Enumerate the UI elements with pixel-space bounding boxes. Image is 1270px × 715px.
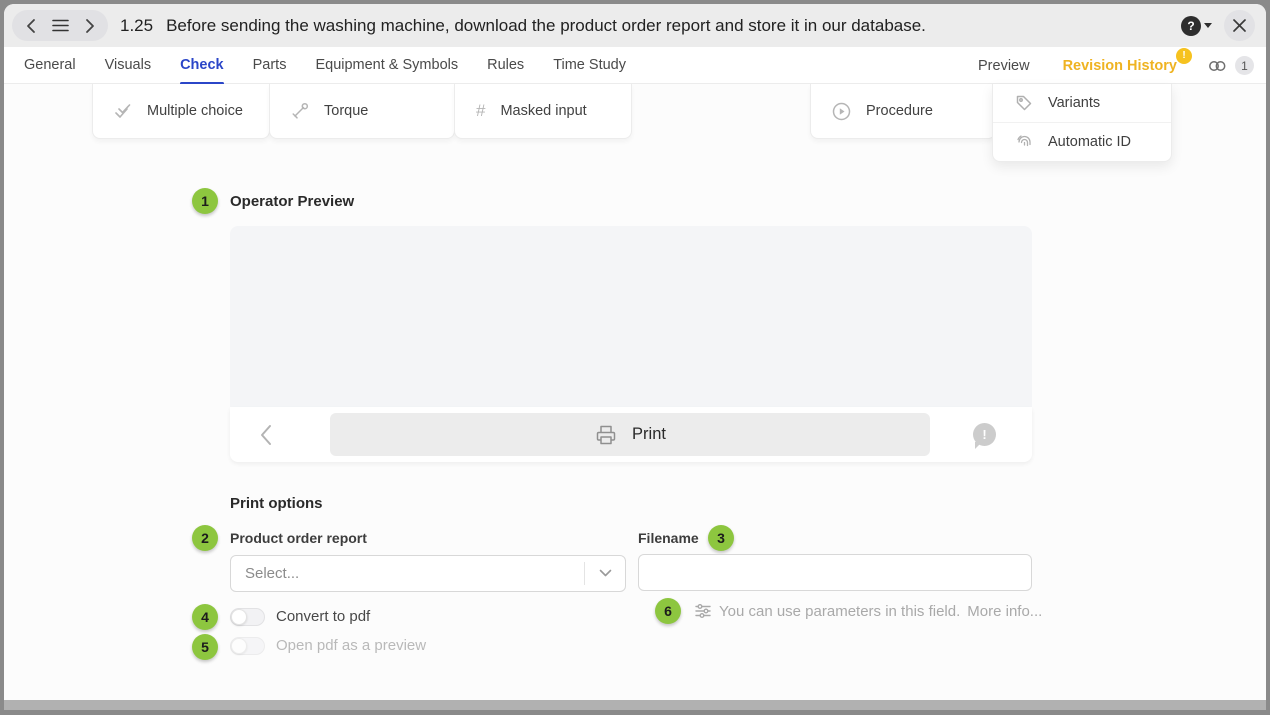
tabbar: General Visuals Check Parts Equipment & …: [4, 47, 1266, 85]
preview-back-button[interactable]: [260, 423, 282, 447]
step-number: 1.25: [120, 15, 154, 35]
hash-icon: #: [476, 101, 486, 120]
menu-divider: [993, 122, 1171, 123]
select-value: Select...: [245, 565, 300, 582]
next-step-button[interactable]: [79, 15, 101, 37]
check-tab-content: Multiple choice Torque # Masked input Pr…: [4, 84, 1266, 700]
menu-item-variants[interactable]: Variants: [993, 84, 1171, 122]
tab-check[interactable]: Check: [180, 47, 224, 85]
tab-equipment-symbols[interactable]: Equipment & Symbols: [315, 57, 459, 73]
help-icon: ?: [1181, 15, 1201, 36]
menu-item-automatic-id[interactable]: Automatic ID: [993, 123, 1171, 161]
step-list-button[interactable]: [49, 15, 71, 37]
convert-to-pdf-label: Convert to pdf: [276, 608, 371, 625]
operator-preview-controls: Print !: [230, 407, 1032, 462]
tabbar-right-actions: Preview Revision History ! 1: [978, 47, 1254, 84]
tag-icon: [1015, 94, 1033, 112]
step-title: Before sending the washing machine, down…: [166, 15, 926, 35]
menu-item-label: Automatic ID: [1048, 134, 1131, 150]
chevron-right-icon: [85, 18, 95, 34]
marker-1: 1: [192, 188, 218, 214]
check-type-torque[interactable]: Torque: [269, 84, 455, 139]
step-nav-pill: [12, 10, 108, 41]
chevron-left-icon: [26, 18, 36, 34]
check-type-label: Torque: [324, 103, 369, 119]
hamburger-icon: [51, 19, 69, 32]
check-type-masked-input[interactable]: # Masked input: [454, 84, 632, 139]
filename-input[interactable]: [638, 554, 1032, 591]
check-type-label: Procedure: [866, 103, 933, 119]
topbar: 1.25 Before sending the washing machine,…: [4, 4, 1266, 47]
operator-preview-heading: Operator Preview: [230, 193, 355, 210]
parameters-hint: You can use parameters in this field. Mo…: [694, 602, 1042, 620]
link-icon: [1207, 58, 1228, 74]
print-options-heading: Print options: [230, 495, 323, 512]
tab-rules[interactable]: Rules: [487, 57, 525, 73]
check-type-label: Masked input: [500, 103, 587, 119]
marker-4: 4: [192, 604, 218, 630]
dimmed-page-strip: [4, 700, 1266, 710]
linked-items-button[interactable]: 1: [1207, 56, 1254, 75]
parameters-hint-text: You can use parameters in this field.: [719, 602, 961, 620]
play-circle-icon: [832, 102, 851, 121]
marker-6: 6: [655, 598, 681, 624]
check-type-label: Multiple choice: [147, 103, 243, 119]
caret-down-icon: [1204, 23, 1212, 28]
revision-history-link[interactable]: Revision History !: [1062, 47, 1192, 75]
tab-general[interactable]: General: [24, 57, 76, 73]
check-type-multiple-choice[interactable]: Multiple choice: [92, 84, 270, 139]
close-button[interactable]: [1224, 10, 1255, 41]
marker-5: 5: [192, 634, 218, 660]
sliders-icon: [694, 602, 712, 620]
fingerprint-icon: [1015, 133, 1033, 151]
revision-history-label: Revision History: [1062, 57, 1177, 74]
filename-label: Filename: [638, 530, 699, 546]
chevron-down-icon: [585, 569, 625, 578]
product-order-report-select[interactable]: Select...: [230, 555, 626, 592]
help-menu-button[interactable]: ?: [1181, 15, 1212, 36]
double-check-icon: [114, 103, 132, 119]
convert-to-pdf-toggle[interactable]: [230, 608, 265, 626]
toggle-knob: [231, 638, 247, 654]
select-divider: [584, 562, 585, 585]
chevron-left-icon: [260, 424, 282, 446]
preview-link[interactable]: Preview: [978, 57, 1030, 74]
tab-visuals[interactable]: Visuals: [104, 57, 152, 73]
alert-bubble-icon[interactable]: !: [973, 423, 996, 449]
open-pdf-preview-toggle[interactable]: [230, 637, 265, 655]
check-type-procedure[interactable]: Procedure: [810, 84, 996, 139]
product-order-report-label: Product order report: [230, 530, 367, 546]
printer-icon: [594, 424, 618, 446]
tab-time-study[interactable]: Time Study: [553, 57, 626, 73]
marker-3: 3: [708, 525, 734, 551]
print-button-label: Print: [632, 425, 666, 443]
revision-alert-badge: !: [1176, 47, 1192, 64]
marker-2: 2: [192, 525, 218, 551]
torque-wrench-icon: [291, 102, 309, 120]
more-info-link[interactable]: More info...: [967, 602, 1043, 620]
operator-preview-panel: [230, 226, 1032, 407]
tab-parts[interactable]: Parts: [252, 57, 287, 73]
previous-step-button[interactable]: [20, 15, 42, 37]
tab-strip: General Visuals Check Parts Equipment & …: [4, 47, 626, 85]
menu-item-label: Variants: [1048, 95, 1101, 111]
linked-items-count: 1: [1235, 56, 1254, 75]
step-editor-modal: 1.25 Before sending the washing machine,…: [4, 4, 1266, 700]
print-button[interactable]: Print: [330, 413, 930, 456]
context-menu: Variants Automatic ID: [992, 84, 1172, 162]
toggle-knob: [231, 609, 247, 625]
close-icon: [1232, 18, 1247, 33]
open-pdf-preview-label: Open pdf as a preview: [276, 637, 427, 654]
